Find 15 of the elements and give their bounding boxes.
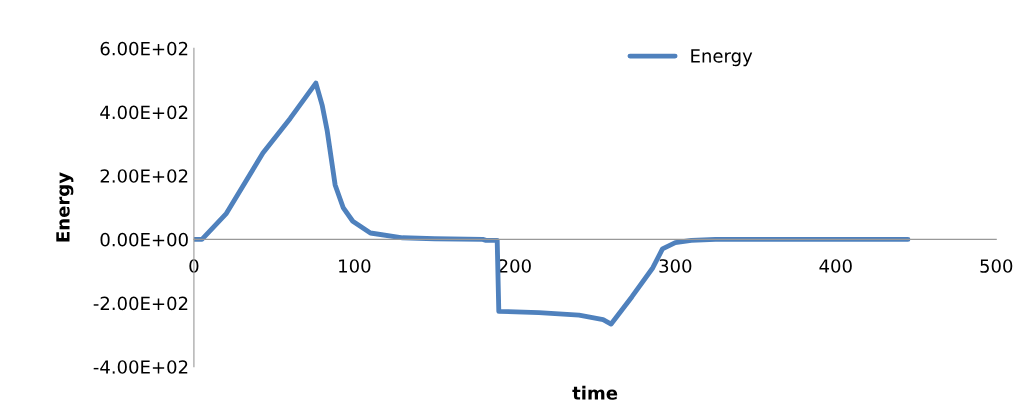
y-tick-label: 4.00E+02 (100, 105, 188, 120)
y-tick-label: -4.00E+02 (93, 360, 188, 374)
y-axis-title: Energy (56, 172, 74, 242)
x-axis-title: time (572, 385, 618, 400)
x-tick-label: 0 (189, 259, 199, 273)
legend-label: Energy (691, 49, 753, 67)
x-tick-label: 500 (980, 259, 1013, 273)
y-tick-label: 0.00E+00 (100, 232, 188, 247)
x-tick-label: 400 (819, 259, 852, 273)
x-tick-label: 200 (498, 259, 531, 273)
x-tick-label: 300 (659, 259, 692, 273)
y-tick-label: -2.00E+02 (93, 296, 188, 311)
y-tick-label: 6.00E+02 (100, 41, 188, 56)
y-tick-label: 2.00E+02 (100, 169, 188, 183)
x-tick-label: 100 (339, 259, 371, 273)
